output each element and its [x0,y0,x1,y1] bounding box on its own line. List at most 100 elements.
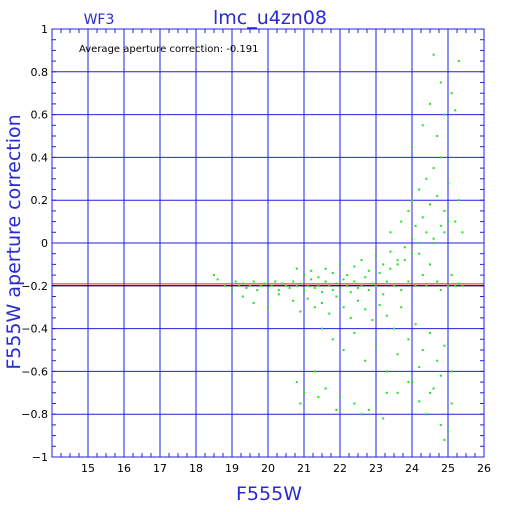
data-point [421,349,424,351]
data-point [317,276,320,279]
data-point [436,135,439,137]
data-point [385,280,388,283]
data-point [454,220,457,223]
data-point [324,267,327,270]
data-point [313,286,316,289]
data-point [281,282,284,285]
data-point [288,286,291,289]
data-point [339,396,341,399]
data-point [382,293,385,296]
data-point [385,314,388,317]
data-point [443,344,446,347]
data-point [234,280,237,283]
data-point [360,413,363,416]
x-tick-label: 15 [81,462,95,475]
data-point [432,242,435,244]
data-point [429,391,431,394]
y-tick-label: 0.8 [31,66,49,79]
data-point [447,182,449,185]
y-tick-label: −0.6 [21,365,48,378]
data-point [457,282,460,285]
x-tick-label: 20 [261,462,275,475]
data-point [274,280,277,283]
data-point [457,199,460,202]
data-point [396,353,399,356]
data-point [418,188,421,191]
data-point [407,338,410,341]
data-point [292,280,295,283]
x-tick-label: 24 [405,462,419,475]
data-point [238,284,241,287]
data-point [418,242,421,244]
data-point [303,391,305,394]
x-tick-label: 22 [333,462,347,475]
data-point [447,220,449,223]
chart-subtitle: WF3 [84,12,115,28]
data-point [389,250,392,253]
data-point [303,274,305,277]
data-point [328,312,331,315]
data-point [213,274,215,277]
data-point [461,284,464,287]
data-point [342,349,345,351]
data-point [407,280,410,283]
data-point [429,203,431,206]
data-point [425,177,428,180]
data-point [439,81,442,84]
x-tick-label: 25 [441,462,455,475]
data-point [339,286,341,289]
data-point [443,231,446,234]
data-point [414,224,417,227]
data-point [324,280,327,283]
data-point [396,391,399,394]
data-point [432,53,435,56]
data-point [371,282,374,285]
data-point [335,408,338,411]
data-point [241,295,244,298]
data-point [321,327,323,330]
data-point [436,194,439,197]
data-point [299,402,302,405]
data-point [353,280,356,283]
data-point [454,109,457,112]
data-point [367,289,370,292]
data-point [299,282,302,285]
data-point [357,299,359,302]
data-point [310,278,313,281]
data-point [367,269,370,272]
data-point [310,269,313,272]
data-point [349,291,352,294]
data-point [335,295,338,298]
data-point [411,381,413,384]
data-point [371,319,374,322]
data-point [403,246,406,249]
data-point [385,370,388,373]
data-point [439,156,442,159]
data-point [436,359,439,362]
data-point [292,299,295,302]
data-point [403,259,406,262]
y-tick-label: −1 [32,451,48,464]
x-tick-label: 21 [297,462,311,475]
x-tick-label: 17 [153,462,167,475]
data-point [461,231,464,234]
data-point [252,280,255,283]
y-tick-label: −0.8 [21,408,48,421]
data-point [231,289,233,292]
y-tick-label: 0.2 [31,194,49,207]
data-point [411,252,413,255]
x-tick-label: 18 [189,462,203,475]
data-point [443,438,446,441]
data-point [241,282,244,285]
data-point [267,306,269,309]
data-point [443,209,446,212]
data-point [439,289,442,292]
data-point [443,113,446,116]
data-point [421,216,424,219]
data-point [267,286,269,289]
data-point [414,323,417,326]
data-point [353,265,356,268]
data-point [396,263,399,266]
data-point [303,289,305,292]
